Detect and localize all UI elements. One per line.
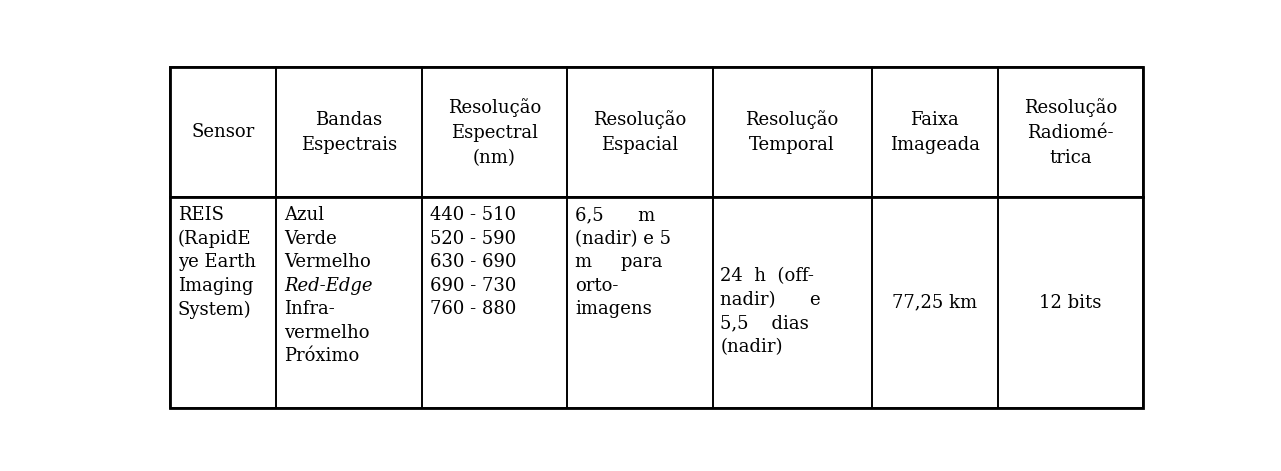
Text: 760 - 880: 760 - 880 <box>429 300 516 318</box>
Text: Imaging: Imaging <box>178 277 254 295</box>
Text: Bandas
Espectrais: Bandas Espectrais <box>301 111 397 154</box>
Bar <box>998 67 1143 197</box>
Text: Resolução
Espectral
(nm): Resolução Espectral (nm) <box>448 97 541 167</box>
Text: m     para: m para <box>575 253 662 271</box>
Text: Verde: Verde <box>284 229 337 248</box>
Text: Faixa
Imageada: Faixa Imageada <box>889 111 980 154</box>
Text: System): System) <box>178 300 251 318</box>
Text: REIS: REIS <box>178 206 224 224</box>
Bar <box>567 67 712 197</box>
Text: (nadir) e 5: (nadir) e 5 <box>575 229 671 248</box>
Text: Resolução
Espacial: Resolução Espacial <box>593 110 687 154</box>
Text: 630 - 690: 630 - 690 <box>429 253 516 271</box>
Text: Vermelho: Vermelho <box>284 253 371 271</box>
Text: Red-Edge: Red-Edge <box>284 277 373 295</box>
Bar <box>277 197 421 408</box>
Text: 12 bits: 12 bits <box>1039 293 1102 312</box>
Bar <box>712 197 872 408</box>
Text: orto-: orto- <box>575 277 619 295</box>
Bar <box>567 197 712 408</box>
Text: Próximo: Próximo <box>284 348 360 365</box>
Bar <box>421 197 567 408</box>
Text: Infra-: Infra- <box>284 300 334 318</box>
Text: Sensor: Sensor <box>191 123 255 141</box>
Bar <box>872 67 998 197</box>
Text: 440 - 510: 440 - 510 <box>429 206 516 224</box>
Bar <box>998 197 1143 408</box>
Text: nadir)      e: nadir) e <box>720 291 821 309</box>
Text: 24  h  (off-: 24 h (off- <box>720 267 815 285</box>
Text: Resolução
Radiomé-
trica: Resolução Radiomé- trica <box>1024 97 1117 167</box>
Text: vermelho: vermelho <box>284 324 370 342</box>
Text: 6,5      m: 6,5 m <box>575 206 656 224</box>
Text: (RapidE: (RapidE <box>178 229 251 248</box>
Bar <box>170 67 277 197</box>
Text: imagens: imagens <box>575 300 652 318</box>
Bar <box>712 67 872 197</box>
Bar <box>421 67 567 197</box>
Text: 5,5    dias: 5,5 dias <box>720 315 810 333</box>
Text: 520 - 590: 520 - 590 <box>429 229 516 248</box>
Text: 77,25 km: 77,25 km <box>892 293 977 312</box>
Text: ye Earth: ye Earth <box>178 253 256 271</box>
Bar <box>872 197 998 408</box>
Text: Azul: Azul <box>284 206 324 224</box>
Text: (nadir): (nadir) <box>720 338 783 356</box>
Text: 690 - 730: 690 - 730 <box>429 277 516 295</box>
Text: Resolução
Temporal: Resolução Temporal <box>746 110 839 154</box>
Bar <box>170 197 277 408</box>
Bar <box>277 67 421 197</box>
